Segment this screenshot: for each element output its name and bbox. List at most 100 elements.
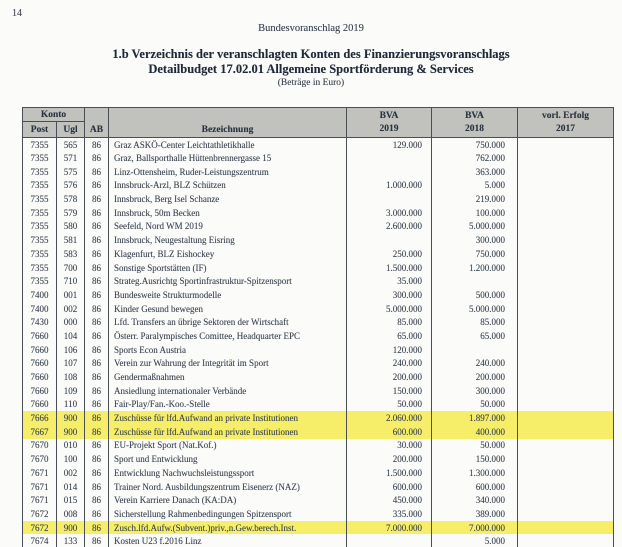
header-bva-2018: BVA 2018 — [431, 107, 518, 138]
cell-bva2019: 2.060.000 — [346, 411, 432, 425]
cell-bezeichnung: Verein Karriere Danach (KA:DA) — [108, 493, 347, 508]
cell-bezeichnung: Sonstige Sportstätten (IF) — [108, 260, 347, 275]
cell-ugl: 104 — [56, 329, 85, 343]
cell-ab: 86 — [84, 219, 109, 234]
cell-ugl: 700 — [56, 260, 85, 275]
cell-erfolg2017 — [517, 329, 614, 343]
cell-ab: 86 — [84, 466, 109, 480]
header-post: Post — [22, 121, 57, 138]
cell-ugl: 579 — [56, 205, 85, 220]
cell-ab: 86 — [84, 205, 109, 220]
cell-ugl: 900 — [56, 411, 85, 425]
cell-ugl: 000 — [56, 315, 85, 330]
table-row: 7660 110 86 Fair-Play/Fan.-Koo.-Stelle 50.00… — [22, 397, 614, 412]
cell-ugl: 110 — [56, 397, 85, 412]
cell-ugl: 578 — [56, 192, 85, 206]
cell-bezeichnung: Innsbruck, Neugestaltung Eisring — [108, 233, 347, 247]
cell-erfolg2017 — [517, 479, 614, 494]
table-row: 7430 000 86 Lfd. Transfers an übrige Sektor… — [22, 315, 614, 330]
cell-ugl: 109 — [56, 383, 85, 398]
cell-bva2018: 363.000 — [431, 164, 518, 179]
table-row: 7667 900 86 Zuschüsse für lfd.Aufwand an pr… — [22, 424, 614, 439]
cell-bezeichnung: Innsbruck-Arzl, BLZ Schützen — [108, 178, 347, 193]
table-row: 7671 014 86 Trainer Nord. Ausbildungszentru… — [22, 479, 614, 494]
table-row: 7660 108 86 Gendermaßnahmen 200.000 200.000 — [22, 370, 614, 384]
table-row: 7671 002 86 Entwicklung Nachwuchsleistungss… — [22, 466, 614, 480]
cell-bva2018: 240.000 — [431, 356, 518, 371]
cell-post: 7355 — [22, 137, 57, 152]
running-header: Bundesvoranschlag 2019 — [258, 23, 364, 34]
cell-post: 7660 — [22, 383, 57, 398]
cell-post: 7355 — [22, 233, 57, 247]
cell-post: 7660 — [22, 329, 57, 343]
cell-erfolg2017 — [517, 260, 614, 275]
table-row: 7672 900 86 Zusch.lfd.Aufw.(Subvent.)priv.,… — [22, 520, 614, 535]
cell-ugl: 571 — [56, 151, 85, 165]
cell-bva2019: 300.000 — [346, 288, 432, 302]
table-row: 7400 002 86 Kinder Gesund bewegen 5.000.000 5… — [22, 301, 614, 316]
table-row: 7660 106 86 Sports Econ Austria 120.000 — [22, 342, 614, 357]
cell-bva2019: 600.000 — [346, 479, 432, 494]
table-row: 7670 100 86 Sport und Entwicklung 200.000 150… — [22, 452, 614, 466]
cell-bva2019: 200.000 — [346, 452, 432, 466]
cell-bva2018: 65.000 — [431, 329, 518, 343]
cell-ugl: 107 — [56, 356, 85, 371]
header-bva-2019-label: BVA — [379, 110, 399, 121]
cell-ab: 86 — [84, 192, 109, 206]
cell-post: 7660 — [22, 397, 57, 412]
cell-ugl: 900 — [56, 424, 85, 439]
cell-bva2018: 300.000 — [431, 383, 518, 398]
cell-bva2019: 35.000 — [346, 274, 432, 289]
cell-bezeichnung: Lfd. Transfers an übrige Sektoren der Wi… — [108, 315, 347, 330]
cell-ugl: 900 — [56, 520, 85, 535]
table-row: 7672 008 86 Sicherstellung Rahmenbedingunge… — [22, 507, 614, 521]
cell-ugl: 581 — [56, 233, 85, 247]
cell-bezeichnung: Verein zur Wahrung der Integrität im Spo… — [108, 356, 347, 371]
cell-erfolg2017 — [517, 137, 614, 152]
cell-bva2019: 1.500.000 — [346, 260, 432, 275]
cell-bva2018: 50.000 — [431, 397, 518, 412]
table-row: 7670 010 86 EU-Projekt Sport (Nat.Kof.) 30.0… — [22, 438, 614, 453]
table-body: 7355 565 86 Graz ASKÖ-Center Leichtathletik… — [22, 137, 614, 547]
table-row: 7671 015 86 Verein Karriere Danach (KA:DA) 4… — [22, 493, 614, 508]
cell-bva2019: 1.500.000 — [346, 466, 432, 480]
table-row: 7355 575 86 Linz-Ottensheim, Ruder-Leistung… — [22, 164, 614, 179]
table-row: 7355 580 86 Seefeld, Nord WM 2019 2.600.000 5… — [22, 219, 614, 234]
cell-erfolg2017 — [517, 383, 614, 398]
cell-erfolg2017 — [517, 452, 614, 466]
cell-bva2018: 500.000 — [431, 288, 518, 302]
cell-post: 7660 — [22, 356, 57, 371]
cell-bezeichnung: Bundesweite Strukturmodelle — [108, 288, 347, 302]
cell-ab: 86 — [84, 164, 109, 179]
cell-bezeichnung: Graz, Ballsporthalle Hüttenbrennergasse … — [108, 151, 347, 165]
cell-bva2019: 120.000 — [346, 342, 432, 357]
cell-bva2018: 300.000 — [431, 233, 518, 247]
cell-erfolg2017 — [517, 274, 614, 289]
header-konto: Konto — [22, 107, 85, 122]
cell-bva2018 — [431, 342, 518, 357]
cell-ab: 86 — [84, 452, 109, 466]
cell-post: 7674 — [22, 534, 57, 547]
cell-erfolg2017 — [517, 438, 614, 453]
cell-erfolg2017 — [517, 205, 614, 220]
cell-bezeichnung: Kosten U23 f.2016 Linz — [108, 534, 347, 547]
cell-bezeichnung: Trainer Nord. Ausbildungszentrum Eisener… — [108, 479, 347, 494]
cell-bva2018: 400.000 — [431, 424, 518, 439]
cell-post: 7355 — [22, 274, 57, 289]
cell-post: 7672 — [22, 507, 57, 521]
cell-bva2018: 50.000 — [431, 438, 518, 453]
cell-post: 7355 — [22, 247, 57, 261]
cell-post: 7660 — [22, 370, 57, 384]
budget-table: Konto AB Bezeichnung BVA 2019 BVA 2018 vor… — [22, 107, 614, 547]
cell-bva2018: 750.000 — [431, 137, 518, 152]
table-row: 7355 583 86 Klagenfurt, BLZ Eishockey 250.00… — [22, 247, 614, 261]
cell-ugl: 108 — [56, 370, 85, 384]
budget-table-wrapper: Konto AB Bezeichnung BVA 2019 BVA 2018 vor… — [22, 107, 614, 547]
cell-post: 7672 — [22, 520, 57, 535]
cell-erfolg2017 — [517, 507, 614, 521]
cell-erfolg2017 — [517, 356, 614, 371]
cell-ugl: 002 — [56, 301, 85, 316]
cell-erfolg2017 — [517, 164, 614, 179]
cell-bva2019: 450.000 — [346, 493, 432, 508]
cell-ugl: 133 — [56, 534, 85, 547]
